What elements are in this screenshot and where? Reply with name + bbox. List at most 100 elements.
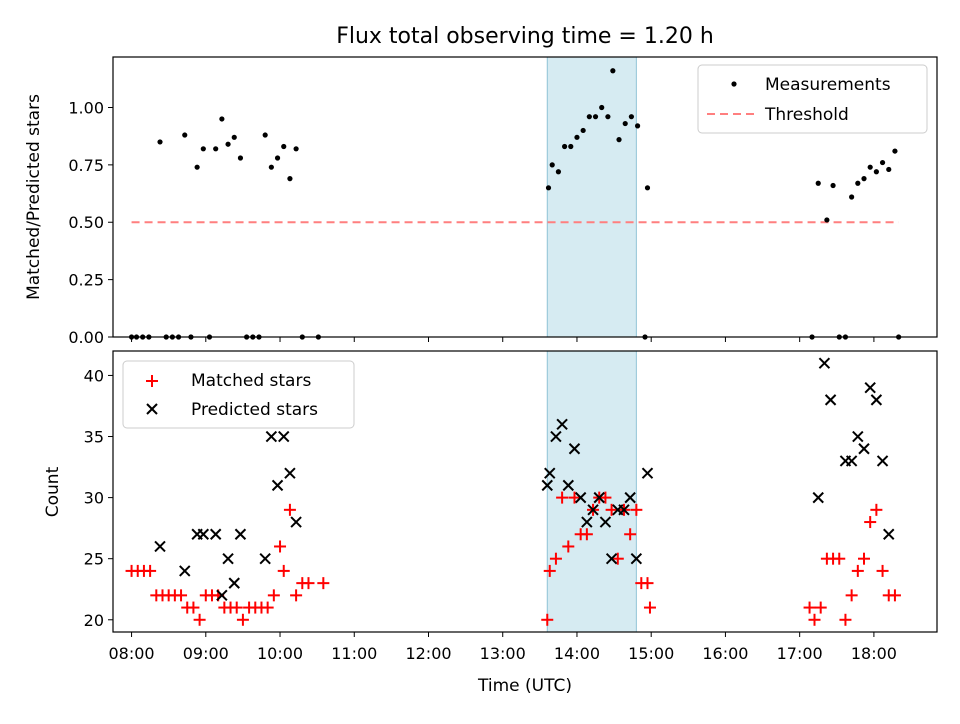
bottom-legend: Matched stars Predicted stars xyxy=(122,360,355,429)
top-highlight-span xyxy=(546,56,637,338)
matched-star-point xyxy=(230,601,243,614)
measurement-point xyxy=(200,146,206,152)
measurement-point xyxy=(293,146,299,152)
top-y-tick-label: 0.50 xyxy=(68,213,104,232)
bottom-x-tick-label: 12:00 xyxy=(405,644,451,663)
measurement-point xyxy=(605,114,611,120)
measurement-point xyxy=(610,68,616,74)
matched-star-point xyxy=(556,491,569,504)
matched-star-point xyxy=(833,552,846,565)
measurement-point xyxy=(157,139,163,145)
bottom-x-tick-label: 16:00 xyxy=(702,644,748,663)
matched-star-point xyxy=(630,503,643,516)
measurement-point xyxy=(824,217,830,223)
bottom-y-tick-label: 20 xyxy=(84,611,104,630)
measurement-point xyxy=(580,127,586,134)
legend-measurements-marker xyxy=(731,81,737,87)
predicted-star-point xyxy=(222,552,234,565)
predicted-star-point xyxy=(824,394,837,406)
matched-star-point xyxy=(236,613,249,626)
predicted-star-point xyxy=(216,589,228,602)
predicted-star-point xyxy=(845,455,858,467)
bottom-x-tick-label: 17:00 xyxy=(777,644,823,663)
predicted-star-point xyxy=(550,430,562,443)
matched-star-point xyxy=(643,601,656,614)
matched-star-point xyxy=(283,503,296,516)
bottom-legend-box xyxy=(122,360,355,429)
top-panel: 0.00 0.25 0.50 0.75 1.00 Matched/Predicted s… xyxy=(24,56,938,347)
bottom-y-tick-label: 35 xyxy=(84,428,104,447)
measurement-point xyxy=(231,134,237,140)
matched-star-point xyxy=(605,503,618,516)
predicted-star-point xyxy=(568,443,581,455)
predicted-star-point xyxy=(179,565,191,577)
measurement-point xyxy=(568,143,574,150)
matched-star-point xyxy=(851,564,864,577)
matched-star-point xyxy=(317,577,330,590)
predicted-star-point xyxy=(290,516,302,528)
matched-star-point xyxy=(187,601,200,614)
matched-star-point xyxy=(277,564,290,577)
measurement-point xyxy=(274,155,281,161)
predicted-star-point xyxy=(858,443,870,455)
bottom-x-tick-label: 13:00 xyxy=(480,644,526,663)
bottom-x-tick-label: 11:00 xyxy=(331,644,377,663)
matched-star-point xyxy=(888,589,901,602)
bottom-x-ticks: 08:00 09:00 10:00 11:00 12:00 13:00 14:00 15:00… xyxy=(109,632,897,663)
measurement-point xyxy=(892,148,898,154)
matched-star-point xyxy=(261,601,274,614)
predicted-star-point xyxy=(852,430,864,443)
predicted-star-point xyxy=(581,516,593,528)
predicted-star-point xyxy=(197,528,210,540)
predicted-star-point xyxy=(812,491,824,504)
matched-star-point xyxy=(641,577,654,590)
measurement-point xyxy=(561,143,568,150)
top-legend: Measurements Threshold xyxy=(697,64,928,134)
predicted-star-point xyxy=(228,577,240,589)
bottom-x-tick-label: 15:00 xyxy=(628,644,674,663)
figure-title: Flux total observing time = 1.20 h xyxy=(336,24,714,49)
measurement-point xyxy=(574,134,580,140)
legend-predicted-marker xyxy=(146,403,158,415)
measurement-point xyxy=(873,169,879,175)
measurement-point xyxy=(182,132,188,138)
measurement-point xyxy=(616,137,622,143)
matched-star-point xyxy=(876,564,889,577)
bottom-y-ticks: 20 25 30 35 40 xyxy=(84,366,113,630)
matched-star-point xyxy=(858,552,871,565)
matched-star-point xyxy=(302,577,315,590)
matched-star-point xyxy=(611,552,624,565)
measurement-point xyxy=(599,104,605,111)
top-y-tick-label: 0.25 xyxy=(68,271,104,290)
matched-star-point xyxy=(543,564,556,577)
measurement-point xyxy=(867,164,873,170)
measurement-point xyxy=(622,120,628,127)
matched-star-point xyxy=(624,528,637,541)
matched-star-point xyxy=(814,601,827,614)
predicted-star-point xyxy=(278,430,290,443)
top-y-ticks: 0.00 0.25 0.50 0.75 1.00 xyxy=(68,98,113,347)
measurement-point xyxy=(886,166,892,173)
predicted-star-point xyxy=(883,528,895,540)
matched-star-point xyxy=(568,491,581,504)
predicted-star-point xyxy=(870,394,883,406)
measurement-point xyxy=(628,114,635,120)
matched-star-point xyxy=(599,491,612,504)
measurement-point xyxy=(586,114,592,120)
x-axis-label: Time (UTC) xyxy=(477,676,572,696)
top-x-ticks xyxy=(131,337,875,342)
bottom-y-tick-label: 30 xyxy=(84,489,104,508)
matched-star-point xyxy=(144,564,157,577)
predicted-star-point xyxy=(599,516,612,528)
predicted-star-point xyxy=(154,540,166,553)
measurement-point xyxy=(634,123,641,129)
predicted-star-point xyxy=(541,479,553,492)
measurement-point xyxy=(644,185,651,191)
bottom-y-tick-label: 40 xyxy=(84,366,104,385)
predicted-star-point xyxy=(641,467,654,479)
top-legend-box xyxy=(697,64,928,134)
predicted-star-point xyxy=(544,467,556,479)
measurement-point xyxy=(849,194,855,200)
matched-star-point xyxy=(864,516,877,529)
